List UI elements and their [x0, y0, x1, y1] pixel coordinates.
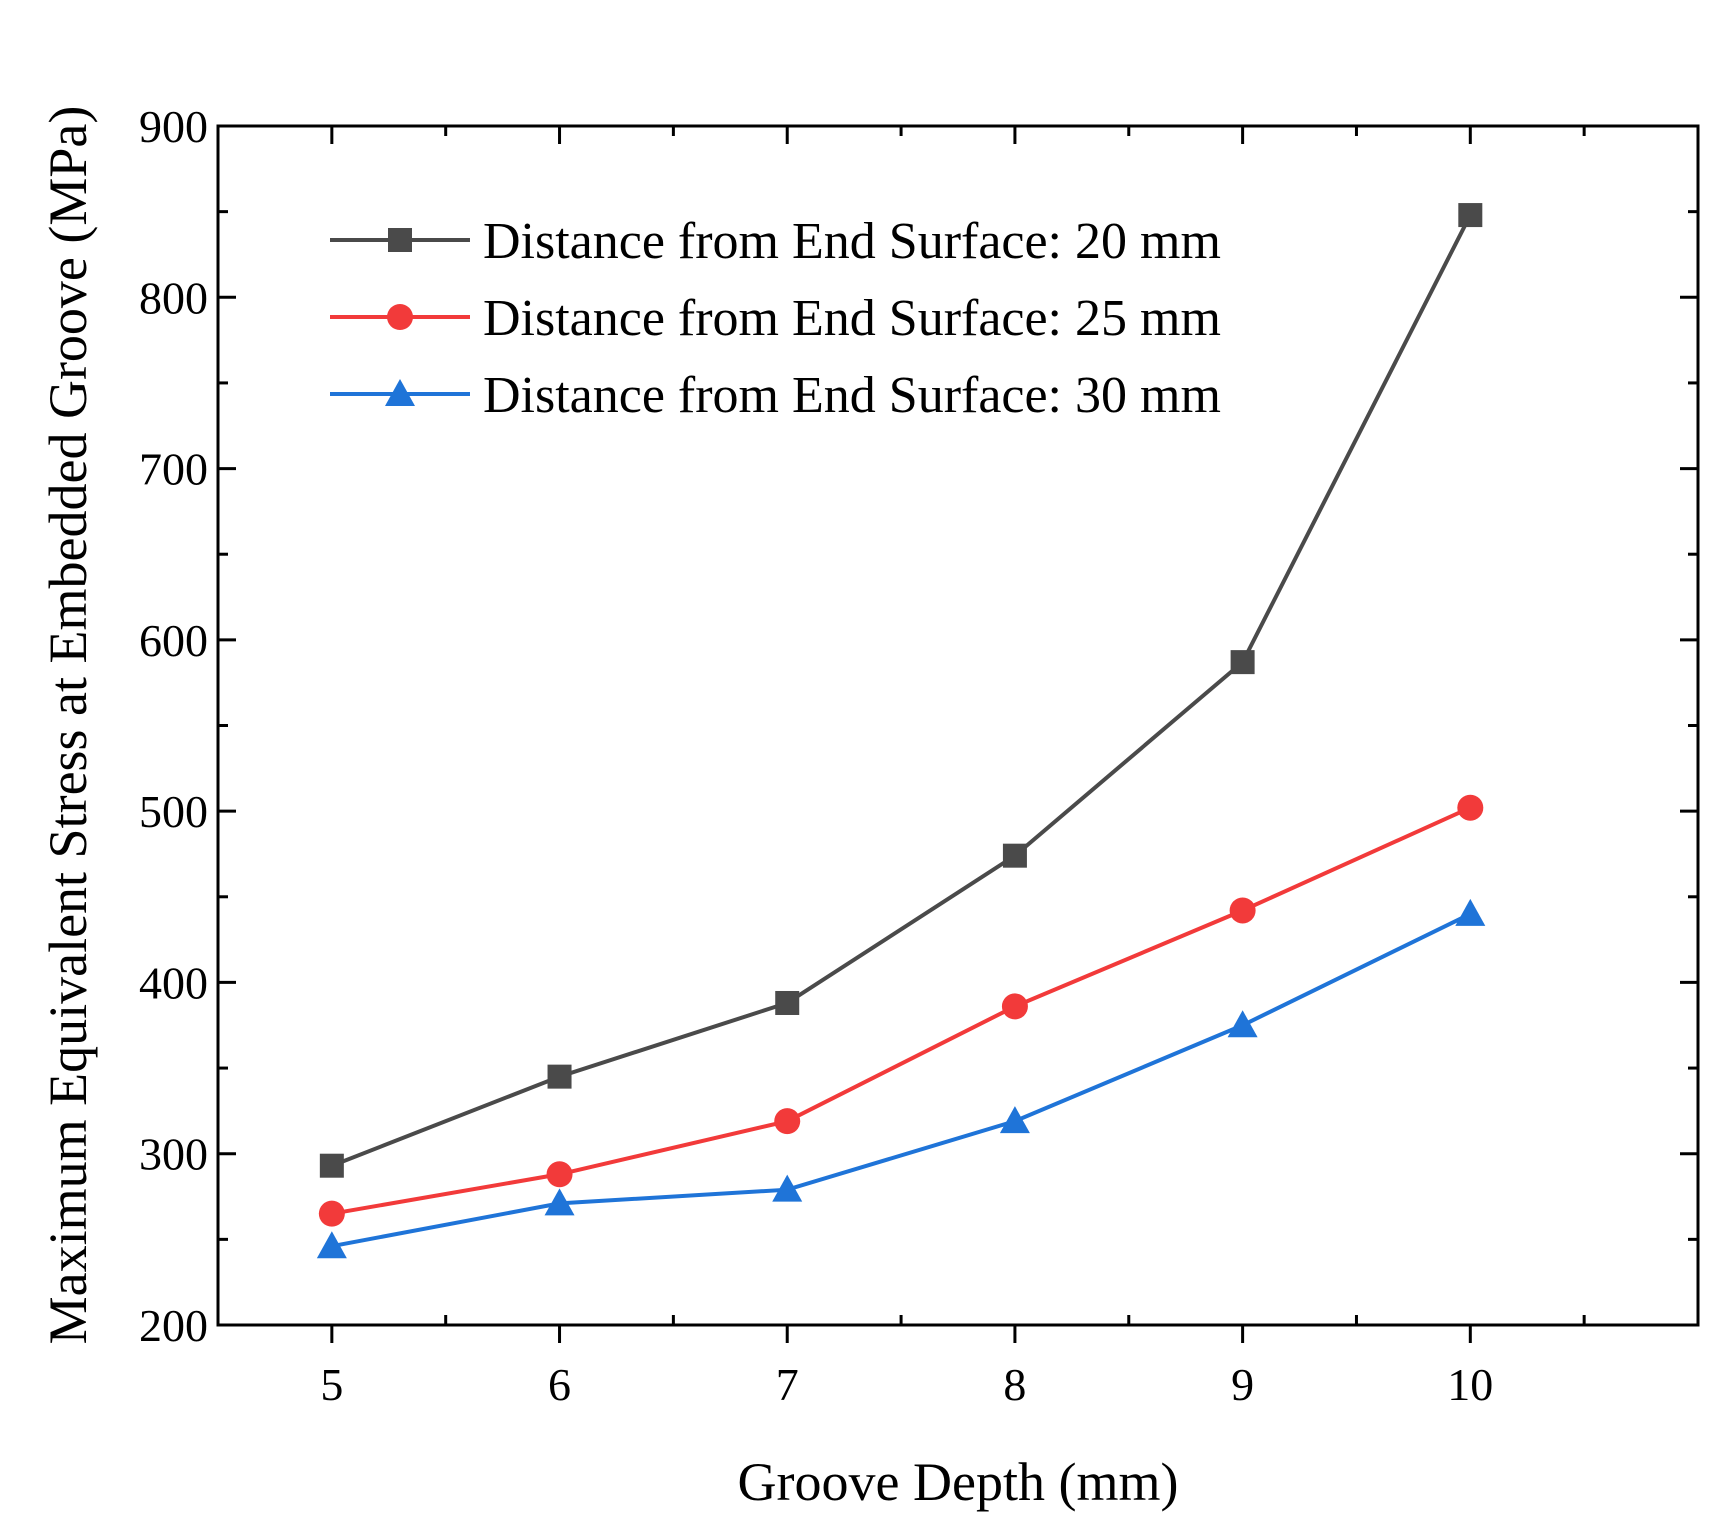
- legend-marker: [387, 304, 413, 330]
- x-tick-label: 7: [776, 1359, 799, 1410]
- legend-item: Distance from End Surface: 25 mm: [330, 290, 1221, 347]
- data-point: [318, 1200, 345, 1227]
- y-axis-title: Maximum Equivalent Stress at Embedded Gr…: [38, 106, 98, 1345]
- data-point: [1001, 993, 1028, 1020]
- x-tick-label: 9: [1231, 1359, 1254, 1410]
- legend-label: Distance from End Surface: 25 mm: [483, 290, 1221, 347]
- legend: Distance from End Surface: 20 mm Distance…: [330, 213, 1221, 424]
- x-tick-label: 8: [1003, 1359, 1026, 1410]
- data-point: [546, 1161, 573, 1188]
- data-point: [772, 1174, 803, 1202]
- data-point: [774, 1108, 801, 1135]
- series-line: [331, 214, 1473, 1168]
- series-3: [316, 898, 1486, 1259]
- series-1: [319, 203, 1483, 1178]
- data-point: [544, 1188, 575, 1216]
- data-point: [1457, 794, 1484, 821]
- legend-item: Distance from End Surface: 30 mm: [330, 367, 1221, 424]
- data-point: [1458, 203, 1483, 228]
- series-line: [331, 805, 1472, 1216]
- data-point: [775, 990, 800, 1015]
- legend-marker: [388, 228, 412, 252]
- data-point: [999, 1106, 1030, 1134]
- legend-marker: [385, 379, 415, 406]
- legend-label: Distance from End Surface: 20 mm: [483, 213, 1221, 270]
- series-layer: [316, 203, 1486, 1259]
- x-axis-title: Groove Depth (mm): [738, 1452, 1179, 1512]
- x-axis-ticks: 5 6 7 8 9 10: [216, 126, 1586, 1410]
- series-2: [318, 794, 1484, 1227]
- data-point: [1230, 650, 1255, 675]
- y-tick-label: 700: [139, 444, 208, 495]
- data-point: [1002, 843, 1027, 868]
- data-point: [1227, 1010, 1258, 1038]
- y-tick-label: 300: [139, 1129, 208, 1180]
- data-point: [1455, 898, 1486, 926]
- y-tick-label: 200: [139, 1300, 208, 1351]
- legend-label: Distance from End Surface: 30 mm: [483, 367, 1221, 424]
- data-point: [547, 1064, 572, 1089]
- y-axis-ticks: 200 300 400 500 600 700 800 900: [139, 101, 1698, 1351]
- y-tick-label: 900: [139, 101, 208, 152]
- x-tick-label: 10: [1447, 1359, 1493, 1410]
- y-tick-label: 800: [139, 272, 208, 323]
- x-tick-label: 5: [320, 1359, 343, 1410]
- y-tick-label: 500: [139, 786, 208, 837]
- legend-item: Distance from End Surface: 20 mm: [330, 213, 1221, 270]
- x-tick-label: 6: [548, 1359, 571, 1410]
- y-tick-label: 600: [139, 615, 208, 666]
- data-point: [319, 1153, 344, 1178]
- series-line: [331, 912, 1472, 1249]
- y-tick-label: 400: [139, 957, 208, 1008]
- data-point: [1229, 897, 1256, 924]
- data-point: [316, 1231, 347, 1259]
